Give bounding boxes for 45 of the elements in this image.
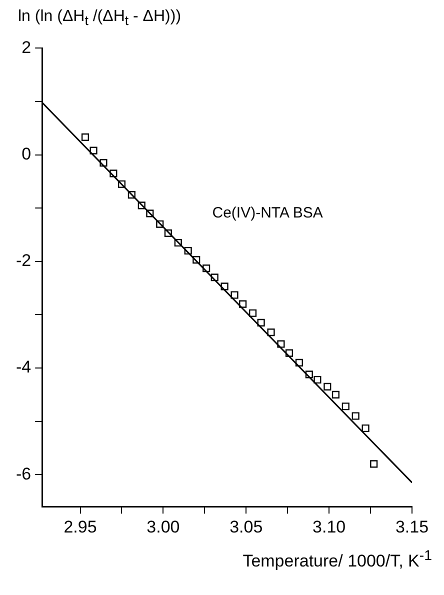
point xyxy=(352,412,360,420)
point xyxy=(248,309,257,317)
point xyxy=(174,238,182,247)
point xyxy=(146,210,154,218)
point xyxy=(164,229,172,237)
y-tick-label: 2 xyxy=(22,38,32,57)
text: 3.10 xyxy=(312,517,346,536)
text: 3.00 xyxy=(146,517,180,536)
point xyxy=(100,159,108,167)
point xyxy=(314,376,322,384)
point xyxy=(324,382,332,390)
point xyxy=(295,358,303,366)
point xyxy=(184,246,192,255)
point xyxy=(342,402,350,410)
y-tick-label: 0 xyxy=(22,144,32,164)
point xyxy=(332,390,340,398)
y-tick-label: -6 xyxy=(16,464,32,484)
x-tick-label: 2.95 xyxy=(64,517,97,536)
point xyxy=(267,328,275,336)
y-tick-label: -2 xyxy=(16,251,32,270)
point xyxy=(277,340,285,348)
point xyxy=(230,291,238,299)
point xyxy=(202,264,210,272)
point xyxy=(138,202,146,210)
point xyxy=(210,274,218,282)
point xyxy=(362,424,370,432)
point xyxy=(305,370,313,378)
point xyxy=(81,133,90,141)
point xyxy=(285,349,294,357)
point xyxy=(156,220,164,228)
point xyxy=(118,180,126,188)
point xyxy=(192,256,200,264)
y-tick-label: -4 xyxy=(16,358,32,377)
y-axis-title: ln (ln (ΔH$_{t}$ /(ΔH$_{t}$ - ΔH))) xyxy=(18,8,182,30)
point xyxy=(110,170,118,178)
text: Ce(IV)-NTA BSA xyxy=(212,204,323,222)
point xyxy=(128,191,136,199)
point xyxy=(239,300,247,308)
point xyxy=(90,146,98,154)
x-axis-title: Temperature/ 1000/T, K$^{-1}$ xyxy=(242,548,433,572)
x-tick-label: 3.05 xyxy=(230,517,263,536)
x-tick-label: 3.15 xyxy=(395,517,429,536)
point xyxy=(370,460,378,468)
point xyxy=(220,282,228,290)
point xyxy=(257,318,265,326)
